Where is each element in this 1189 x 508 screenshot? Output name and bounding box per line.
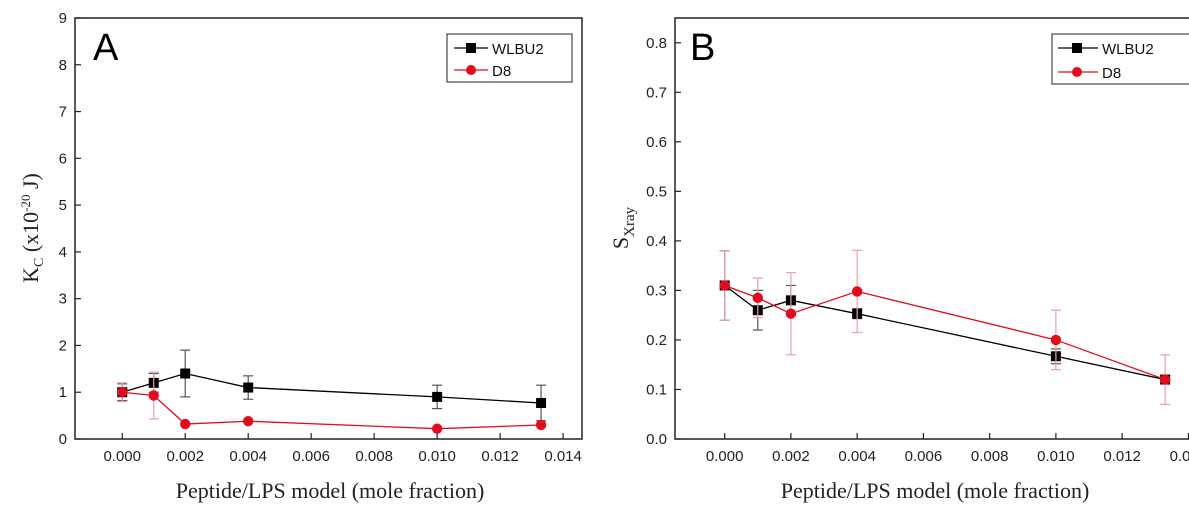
legend-b-d8-marker: [1072, 67, 1082, 77]
point-a-d8: [535, 419, 547, 431]
point-a-d8: [180, 418, 191, 430]
x-tick-label-b: 0.012: [1103, 448, 1141, 465]
y-axis-title-b: SXray: [608, 206, 638, 249]
y-tick-label-a: 1: [59, 384, 67, 401]
x-tick-label-b: 0.000: [706, 448, 744, 465]
y-tick-label-b: 0.8: [646, 35, 667, 52]
y-tick-label-a: 9: [59, 10, 67, 27]
x-tick-label-b: 0.010: [1037, 448, 1075, 465]
x-tick-label-a: 0.000: [103, 448, 141, 465]
point-a-d8: [431, 423, 443, 434]
legend-a-wlbu2-marker: [466, 43, 476, 53]
point-a-d8: [148, 390, 159, 401]
legend-box-a: [446, 33, 573, 83]
y-tick-label-a: 4: [59, 244, 67, 261]
x-tick-label-b: 0.006: [905, 448, 943, 465]
y-tick-label-a: 0: [59, 431, 67, 448]
y-tick-label-a: 7: [59, 104, 67, 121]
x-axis-title-b: Peptide/LPS model (mole fraction): [781, 478, 1090, 503]
panel-a: 0.000 0.002 0.004 0.006 0.008 0.010 0.012 0.014…: [18, 10, 583, 503]
x-tick-label-a: 0.004: [229, 448, 267, 465]
legend-a: WLBU2 D8: [446, 33, 573, 83]
x-tick-label-b: 0.008: [971, 448, 1009, 465]
point-a-wlbu2: [180, 368, 191, 379]
x-tick-label-a: 0.010: [418, 448, 456, 465]
y-tick-label-a: 6: [59, 150, 67, 167]
y-tick-label-b: 0.0: [646, 431, 667, 448]
x-axis-title-a: Peptide/LPS model (mole fraction): [176, 478, 485, 503]
legend-a-d8-label: D8: [492, 63, 511, 80]
y-tick-label-b: 0.6: [646, 134, 667, 151]
point-a-wlbu2: [536, 397, 547, 408]
x-tick-label-a: 0.008: [355, 448, 393, 465]
y-tick-label-b: 0.3: [646, 282, 667, 299]
legend-b-wlbu2-label: WLBU2: [1102, 41, 1154, 58]
series-line-a-wlbu2: [122, 372, 542, 404]
legend-b-wlbu2-marker: [1072, 43, 1082, 53]
x-tick-label-a: 0.006: [292, 448, 330, 465]
series-line-b-wlbu2: [724, 284, 1166, 381]
point-b-d8: [1050, 334, 1062, 346]
x-tick-label-a: 0.014: [544, 448, 582, 465]
x-tick-label-a: 0.002: [166, 448, 204, 465]
y-tick-label-a: 3: [59, 291, 67, 308]
legend-a-wlbu2-label: WLBU2: [492, 41, 544, 58]
point-b-d8: [752, 292, 764, 304]
panel-b: 0.000 0.002 0.004 0.006 0.008 0.010 0.012 0.014…: [608, 17, 1189, 503]
y-tick-label-b: 0.5: [646, 183, 667, 200]
series-line-b-d8: [724, 284, 1166, 381]
legend-a-d8-marker: [466, 65, 476, 75]
y-axis-title-a: KC (x10-20 J): [18, 173, 47, 283]
legend-b-d8-label: D8: [1102, 65, 1121, 82]
panel-label-a: A: [93, 27, 119, 69]
x-tick-label-a: 0.012: [481, 448, 519, 465]
point-b-d8: [785, 308, 797, 319]
y-tick-label-b: 0.7: [646, 84, 667, 101]
point-a-wlbu2: [432, 391, 443, 402]
x-tick-label-b: 0.002: [772, 448, 810, 465]
plot-frame-a: [74, 17, 583, 440]
legend-b: WLBU2 D8: [1051, 33, 1189, 85]
point-a-d8: [242, 416, 254, 427]
x-tick-label-b: 0.014: [1170, 448, 1189, 465]
x-tick-label-b: 0.004: [838, 448, 876, 465]
point-a-wlbu2: [243, 382, 254, 393]
y-tick-label-b: 0.2: [646, 332, 667, 349]
point-b-d8: [1159, 374, 1171, 385]
point-b-d8: [851, 286, 863, 297]
point-a-d8: [117, 387, 128, 398]
y-tick-label-b: 0.4: [646, 233, 667, 250]
y-tick-label-a: 2: [59, 337, 67, 354]
y-tick-label-a: 5: [59, 197, 67, 214]
y-tick-label-a: 8: [59, 57, 67, 74]
series-line-a-d8: [122, 391, 542, 430]
plot-frame-b: [674, 17, 1189, 440]
panel-label-b: B: [690, 27, 715, 69]
y-tick-label-b: 0.1: [646, 381, 667, 398]
point-b-d8: [719, 280, 730, 291]
